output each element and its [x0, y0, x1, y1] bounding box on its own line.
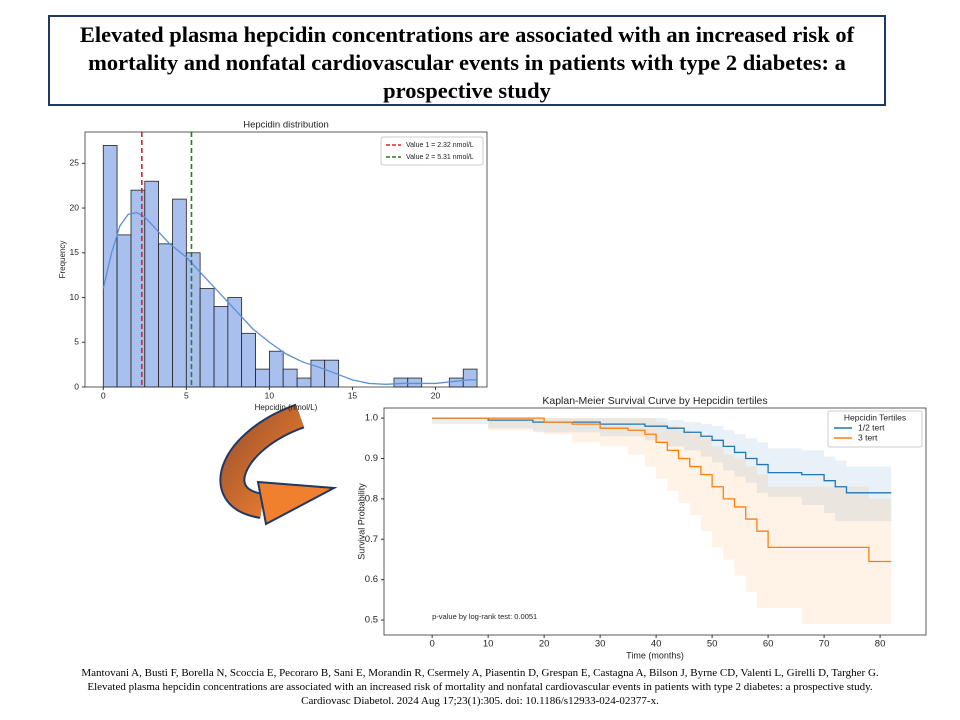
bar [185, 252, 201, 388]
axes-frame [84, 131, 488, 388]
x-tick-label: 70 [819, 639, 830, 650]
x-tick-label: 10 [483, 639, 494, 650]
citation-line: Mantovani A, Busti F, Borella N, Scoccia… [81, 667, 879, 679]
bar [462, 368, 478, 388]
curved-arrow [219, 403, 338, 526]
y-axis-label: Frequency [58, 241, 67, 279]
bar [310, 359, 326, 388]
bar [255, 368, 270, 388]
citation-line: Elevated plasma hepcidin concentrations … [87, 681, 873, 693]
x-axis-label: Time (months) [626, 650, 684, 660]
bar [296, 377, 312, 388]
bar [282, 368, 298, 388]
y-tick-label: 10 [70, 292, 80, 302]
legend-label: Value 1 = 2.32 nmol/L [406, 142, 474, 149]
x-axis-label: Hepcidin (nmol/L) [255, 403, 318, 412]
bar [393, 377, 409, 388]
x-tick-label: 60 [763, 639, 774, 650]
x-tick-label: 40 [651, 639, 662, 650]
citation-line: Cardiovasc Diabetol. 2024 Aug 17;23(1):3… [301, 695, 659, 707]
bar [213, 306, 229, 388]
x-tick-label: 80 [875, 639, 886, 650]
survival-curve [432, 417, 892, 563]
citation: Mantovani A, Busti F, Borella N, Scoccia… [0, 666, 960, 708]
bar [102, 145, 118, 388]
legend-label: 3 tert [858, 432, 878, 442]
chart-title: Hepcidin distribution [243, 120, 329, 131]
x-tick-label: 20 [431, 390, 441, 400]
x-tick-label: 10 [265, 390, 275, 400]
x-tick-label: 0 [430, 639, 435, 650]
x-tick-label: 20 [539, 639, 550, 650]
x-tick-label: 15 [348, 390, 358, 400]
confidence-band [432, 418, 892, 625]
axes-frame [383, 407, 927, 636]
bar [268, 350, 284, 388]
y-tick-label: 0.9 [365, 453, 378, 464]
y-tick-label: 25 [70, 158, 80, 168]
y-tick-label: 0.5 [365, 615, 378, 626]
confidence-band [432, 418, 892, 522]
y-axis-label: Survival Probability [356, 483, 366, 560]
x-tick-label: 50 [707, 639, 718, 650]
bar [130, 189, 146, 388]
bar [172, 198, 187, 388]
x-tick-label: 5 [184, 390, 189, 400]
bar [116, 234, 132, 388]
y-tick-label: 0.7 [365, 534, 378, 545]
legend-box [380, 136, 484, 166]
x-tick-label: 30 [595, 639, 606, 650]
y-tick-label: 0.8 [365, 493, 378, 504]
kde-line [102, 211, 478, 385]
y-tick-label: 20 [70, 202, 80, 212]
x-tick-label: 0 [101, 390, 106, 400]
bar [227, 297, 243, 388]
legend-title: Hepcidin Tertiles [844, 412, 906, 422]
y-tick-label: 0.6 [365, 574, 378, 585]
y-tick-label: 15 [70, 247, 80, 257]
legend-label: Value 2 = 5.31 nmol/L [406, 154, 474, 161]
annotation: p-value by log-rank test: 0.0051 [432, 612, 537, 621]
bar [158, 243, 173, 388]
bar [241, 332, 257, 388]
bar [407, 377, 423, 388]
slide-title: Elevated plasma hepcidin concentrations … [48, 15, 886, 106]
bar [448, 377, 464, 388]
legend-label: 1/2 tert [858, 422, 885, 432]
bar [199, 288, 215, 388]
y-tick-label: 5 [74, 337, 79, 347]
y-tick-label: 1.0 [365, 413, 378, 424]
bar [144, 180, 159, 388]
y-tick-label: 0 [74, 381, 79, 391]
chart-title: Kaplan-Meier Survival Curve by Hepcidin … [542, 395, 767, 407]
